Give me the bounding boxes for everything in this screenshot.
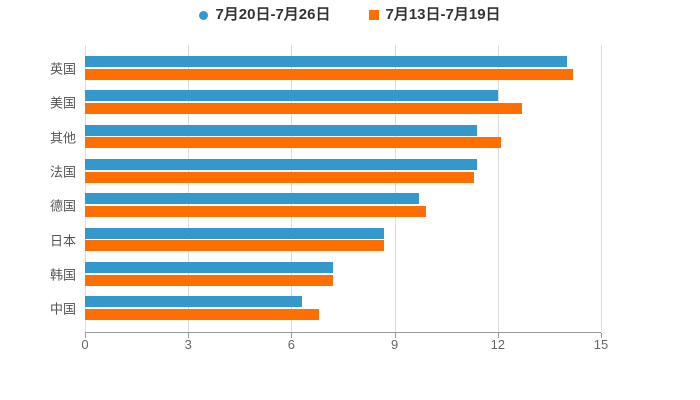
plot-area (85, 45, 602, 338)
bar-英国-series1 (85, 56, 567, 67)
x-axis-tick-label: 15 (593, 337, 609, 352)
bar-德国-series1 (85, 193, 419, 205)
y-axis-category-label: 韩国 (49, 267, 76, 283)
x-axis-tick-label: 9 (390, 337, 399, 352)
bar-其他-series1 (85, 124, 478, 136)
x-axis-labels: 0 3 6 9 12 15 (81, 337, 608, 355)
bar-其他-series2 (85, 137, 502, 149)
x-axis-tick-label: 3 (184, 337, 192, 352)
x-axis-tick (85, 333, 86, 338)
legend-circle-marker-icon (199, 10, 209, 20)
chart-legend: 7月20日-7月26日 7月13日-7月19日 (0, 6, 700, 24)
x-axis-tick (497, 333, 499, 338)
bar-日本-series1 (85, 227, 385, 239)
y-axis-category-label: 中国 (49, 301, 76, 317)
x-axis-tick (291, 333, 293, 338)
bar-中国-series2 (85, 308, 319, 320)
x-axis-tick-label: 12 (490, 337, 506, 352)
x-axis-tick (188, 333, 190, 338)
gridline-x12 (497, 45, 499, 332)
y-axis-category-label: 德国 (49, 198, 76, 214)
bar-法国-series2 (85, 171, 474, 183)
gridline-x15 (601, 45, 602, 332)
x-axis-tick-label: 0 (81, 337, 89, 352)
gridline-x3 (188, 45, 190, 332)
bar-德国-series2 (85, 205, 426, 217)
bar-美国-series2 (85, 102, 522, 114)
y-axis-category-label: 法国 (49, 164, 76, 180)
bar-法国-series1 (85, 159, 478, 171)
y-axis-labels: 英国美国其他法国德国日本韩国中国 (0, 45, 76, 332)
legend-item-jul13-19[interactable]: 7月13日-7月19日 (368, 6, 501, 24)
bar-美国-series1 (85, 90, 498, 102)
y-axis-category-label: 英国 (49, 61, 76, 77)
bar-韩国-series2 (85, 274, 333, 286)
x-axis-tick (601, 333, 602, 338)
bar-韩国-series1 (85, 262, 333, 274)
bar-日本-series2 (85, 240, 385, 252)
bar-中国-series1 (85, 296, 302, 308)
gridline-x6 (291, 45, 293, 332)
gridline-x0 (85, 45, 86, 332)
gridline-x9 (394, 45, 396, 332)
x-axis-tick (394, 333, 396, 338)
y-axis-category-label: 美国 (49, 95, 76, 111)
bar-英国-series2 (85, 68, 574, 80)
legend-label-jul13-19: 7月13日-7月19日 (385, 6, 501, 23)
y-axis-category-label: 日本 (49, 233, 76, 249)
legend-item-jul20-26[interactable]: 7月20日-7月26日 (199, 6, 331, 24)
legend-label-jul20-26: 7月20日-7月26日 (215, 6, 331, 23)
y-axis-category-label: 其他 (49, 130, 76, 146)
x-axis-tick-label: 6 (287, 337, 296, 352)
legend-square-marker-icon (368, 10, 379, 20)
